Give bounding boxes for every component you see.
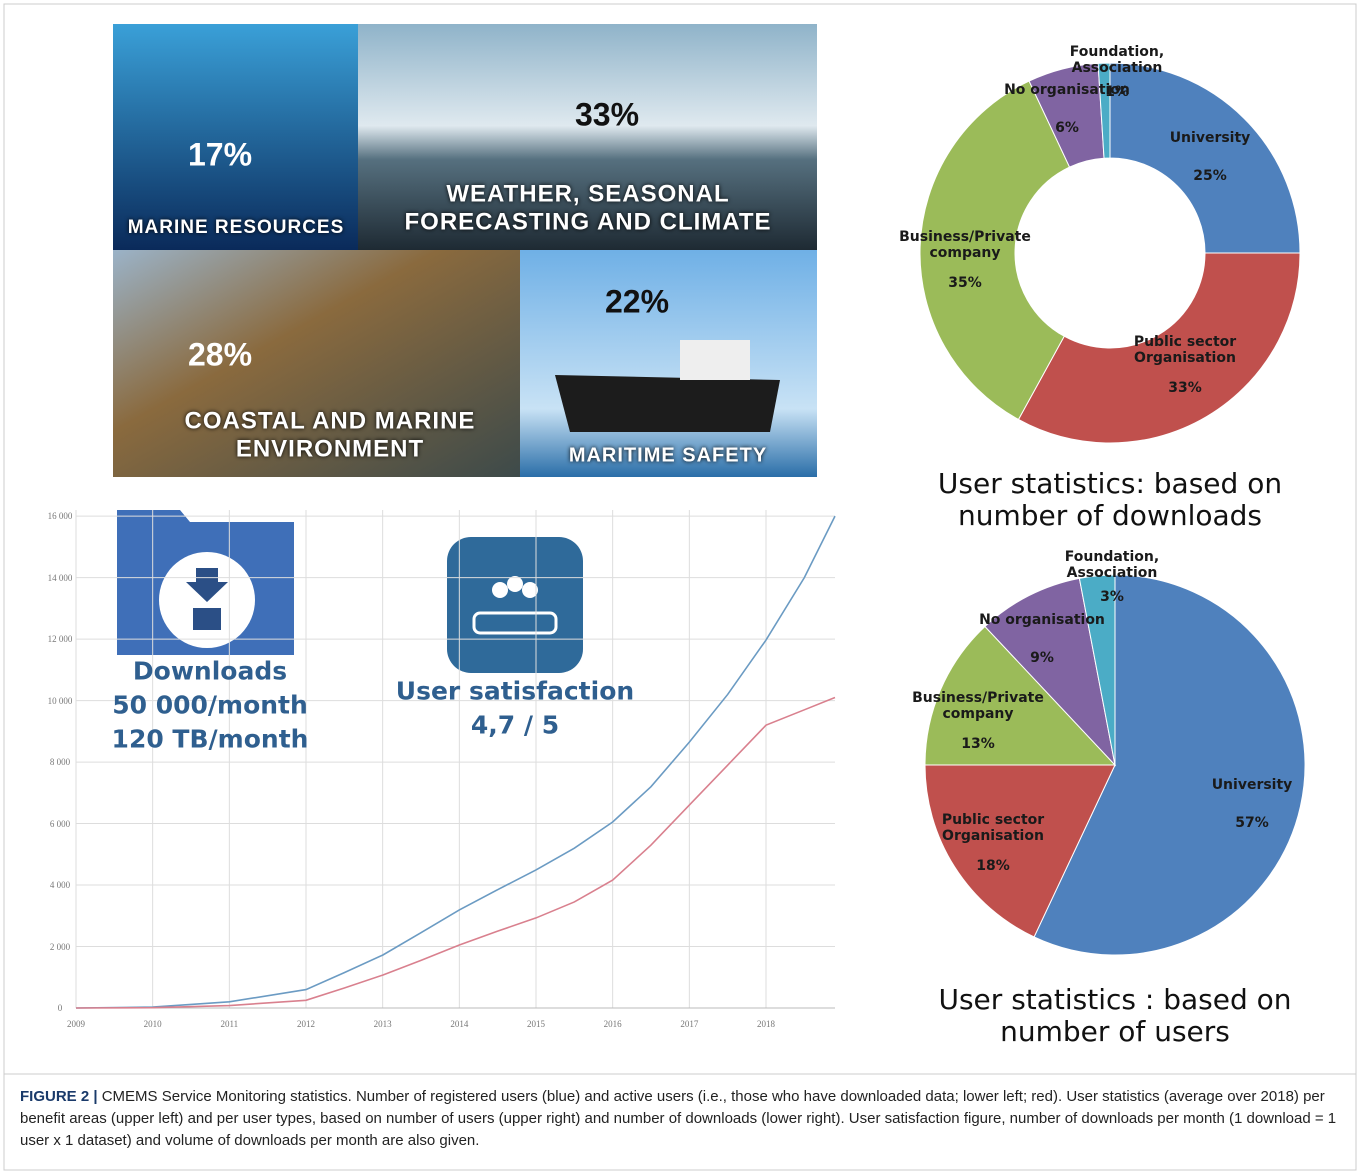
value-label: 3% — [1100, 588, 1124, 605]
line-series — [75, 696, 836, 1009]
slice — [1078, 574, 1116, 766]
x-tick-label: 2015 — [527, 1018, 545, 1029]
caption-text: CMEMS Service Monitoring statistics. Num… — [20, 1088, 1337, 1149]
x-tick-label: 2012 — [297, 1018, 315, 1029]
satisfaction-icon — [447, 537, 583, 673]
slice — [1017, 252, 1301, 444]
slice-label: Business/Private company — [912, 689, 1044, 722]
caption: FIGURE 2 | CMEMS Service Monitoring stat… — [20, 1086, 1340, 1152]
downloads-title: Downloads — [132, 656, 288, 686]
x-tick-label: 2014 — [450, 1018, 469, 1029]
y-tick-label: 8 000 — [49, 756, 71, 767]
y-tick-label: 10 000 — [47, 695, 73, 706]
slice-label: No organisation — [1004, 81, 1130, 98]
value-label: 9% — [1030, 649, 1054, 666]
value-label: 13% — [961, 735, 995, 752]
y-tick-label: 6 000 — [49, 818, 71, 829]
slice — [924, 625, 1117, 766]
person — [522, 582, 538, 598]
x-tick-label: 2011 — [220, 1018, 239, 1029]
satisfaction-title: User satisfaction — [395, 676, 635, 706]
chart-title: User statistics: based on number of down… — [937, 466, 1283, 532]
area-label: MARINE RESOURCES — [127, 217, 345, 239]
person — [492, 582, 508, 598]
slice — [984, 577, 1116, 767]
slice — [1097, 62, 1111, 159]
x-tick-label: 2016 — [603, 1018, 622, 1029]
ship-hull — [555, 375, 780, 432]
share: 17% — [187, 136, 253, 173]
y-tick-label: 0 — [57, 1002, 63, 1013]
slice — [1109, 62, 1301, 254]
downloads-volume: 120 TB/month — [111, 724, 309, 754]
value-label: 35% — [948, 274, 982, 291]
chart-title: User statistics : based on number of use… — [938, 982, 1292, 1048]
y-tick-label: 2 000 — [49, 941, 71, 952]
photo-iceberg — [358, 24, 817, 250]
slice-label: University — [1211, 776, 1293, 793]
slice-label: University — [1169, 129, 1251, 146]
value-label: 6% — [1055, 119, 1079, 136]
photo-marine — [113, 24, 358, 250]
x-tick-label: 2017 — [680, 1018, 699, 1029]
line-series — [75, 515, 836, 1009]
share: 28% — [187, 336, 253, 373]
slice — [1033, 574, 1306, 956]
slice-label: Foundation, Association — [1064, 548, 1160, 581]
value-label: 1% — [1105, 83, 1129, 100]
frame — [3, 3, 1357, 1171]
value-label: 33% — [1168, 379, 1202, 396]
photo-ship — [520, 250, 817, 477]
slice-label: Foundation, Association — [1069, 43, 1165, 76]
area-label: MARITIME SAFETY — [568, 444, 768, 467]
share: 33% — [574, 96, 640, 133]
slice-label: Business/Private company — [899, 228, 1031, 261]
satisfaction-score: 4,7 / 5 — [470, 710, 560, 740]
area-label: WEATHER, SEASONAL FORECASTING AND CLIMAT… — [404, 180, 772, 235]
x-tick-label: 2013 — [373, 1018, 392, 1029]
value-label: 18% — [976, 857, 1010, 874]
y-tick-label: 12 000 — [47, 633, 73, 644]
y-tick-label: 14 000 — [47, 572, 73, 583]
downloads-rate: 50 000/month — [112, 690, 308, 720]
area-label: COASTAL AND MARINE ENVIRONMENT — [184, 407, 476, 462]
stars-box — [472, 611, 558, 635]
download-arrow — [186, 568, 228, 602]
slice — [924, 764, 1116, 938]
slice-label: No organisation — [979, 611, 1105, 628]
person — [507, 576, 523, 592]
caption-label: FIGURE 2 | — [20, 1088, 98, 1105]
photo-coast — [113, 250, 520, 477]
x-tick-label: 2018 — [757, 1018, 775, 1029]
slice-label: Public sector Organisation — [941, 811, 1045, 844]
y-tick-label: 4 000 — [49, 879, 71, 890]
y-tick-label: 16 000 — [47, 510, 73, 521]
share: 22% — [604, 283, 670, 320]
x-tick-label: 2009 — [67, 1018, 85, 1029]
ship-bridge — [680, 340, 750, 380]
slice-label: Public sector Organisation — [1133, 333, 1237, 366]
slice — [919, 80, 1071, 421]
value-label: 25% — [1193, 167, 1227, 184]
monitor — [193, 608, 221, 630]
value-label: 57% — [1235, 814, 1269, 831]
x-tick-label: 2010 — [143, 1018, 162, 1029]
